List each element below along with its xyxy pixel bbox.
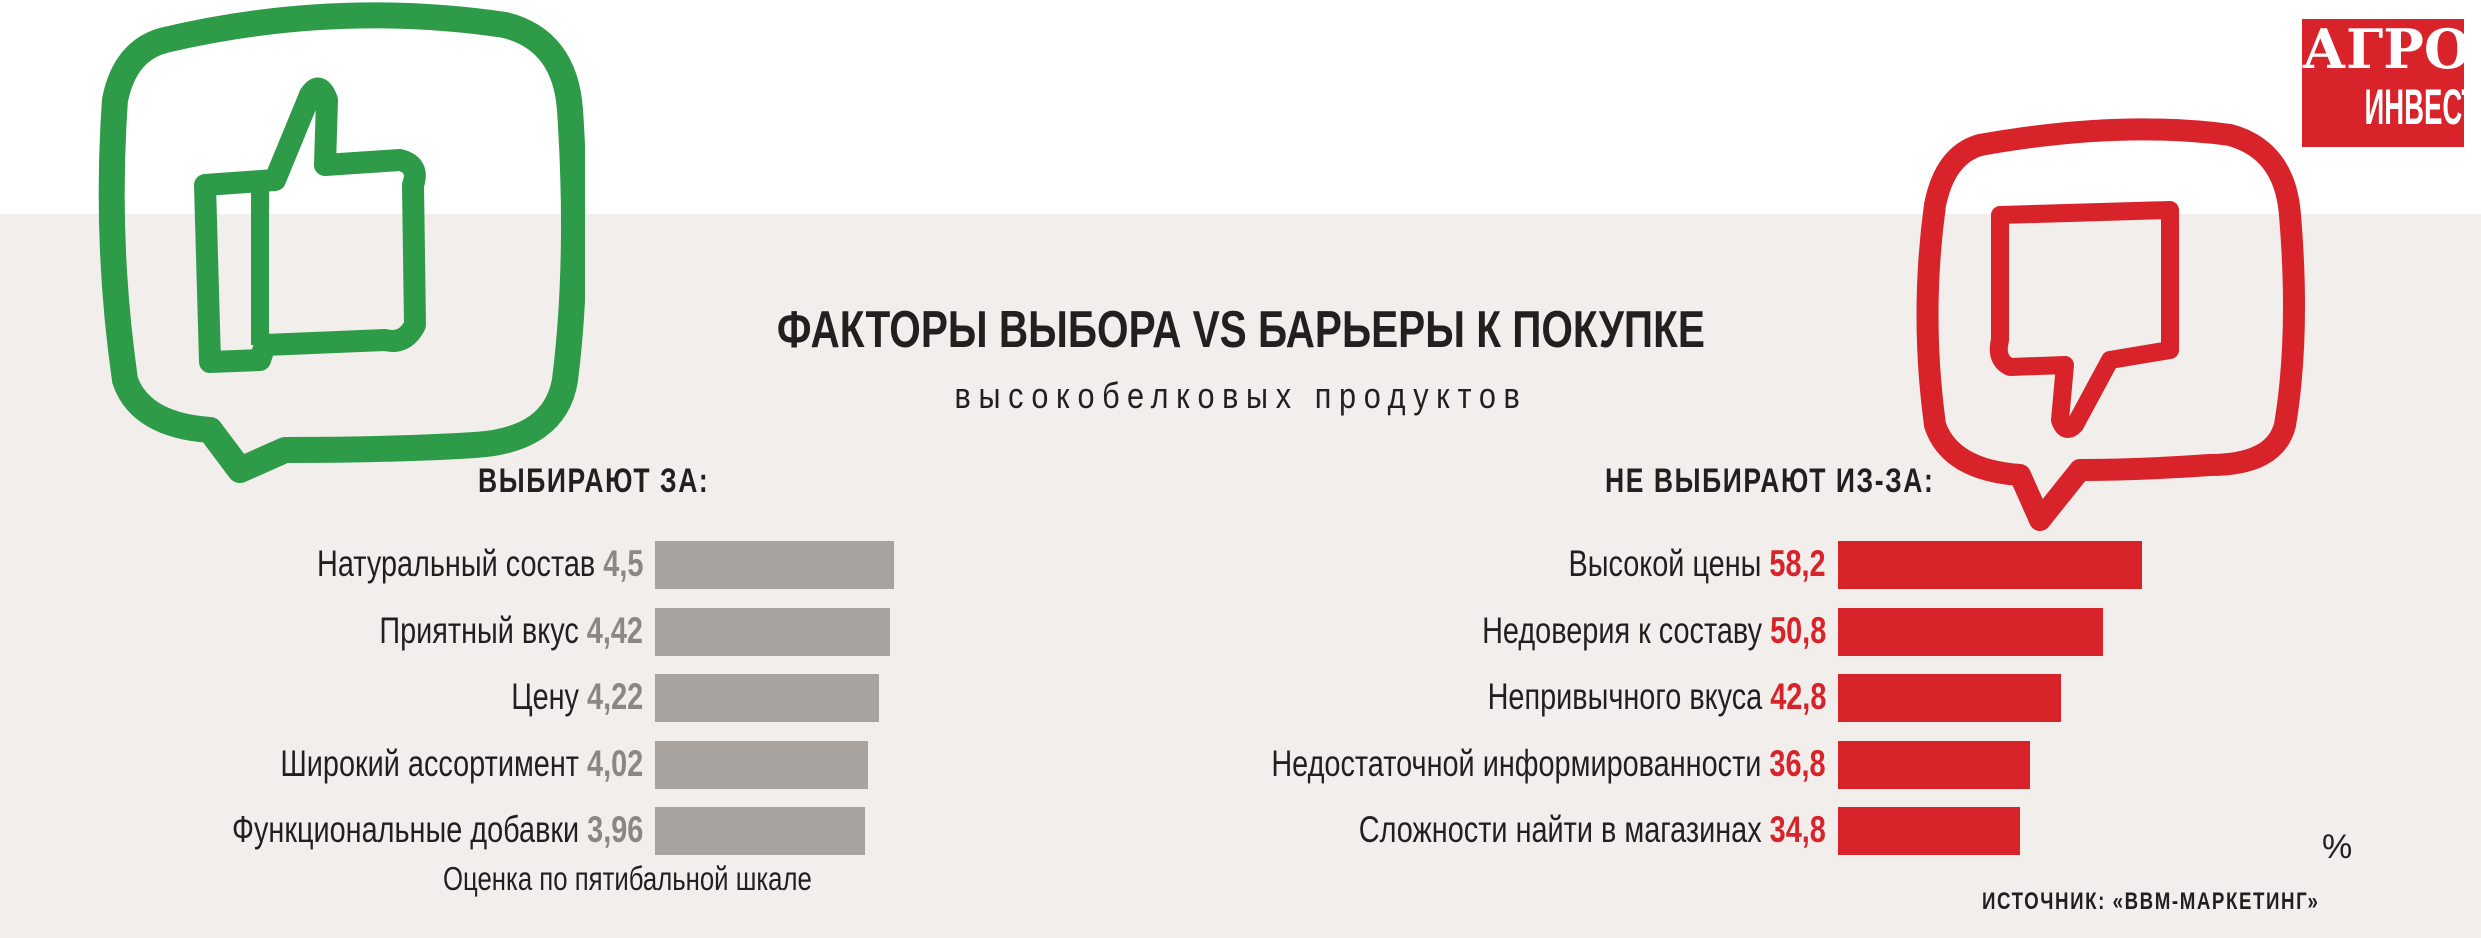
thumbs-up-bubble-icon <box>98 2 585 483</box>
category-label: Приятный вкус 4,42 <box>305 610 643 652</box>
value-label: 58,2 <box>1769 543 1826 584</box>
logo-line2-text: ИНВЕСТОР <box>2364 79 2481 135</box>
category-label: Широкий ассортимент 4,02 <box>178 743 643 785</box>
chart-subtitle-text: высокобелковых продуктов <box>954 375 1527 416</box>
category-label: Недоверия к составу 50,8 <box>1385 610 1826 652</box>
category-label: Натуральный состав 4,5 <box>225 543 643 585</box>
value-label: 42,8 <box>1769 676 1826 717</box>
category-name: Недоверия к составу <box>1481 609 1770 651</box>
category-name: Широкий ассортимент <box>280 742 587 784</box>
thumbs-down-bubble-icon <box>1916 118 2305 531</box>
category-name: Сложности найти в магазинах <box>1358 809 1770 850</box>
category-text: Широкий ассортимент 4,02 <box>280 743 643 785</box>
bar-row-label: Функциональные добавки 3,96 <box>0 807 643 855</box>
right-heading-text: НЕ ВЫБИРАЮТ ИЗ-ЗА: <box>1605 462 1935 500</box>
value-label: 4,5 <box>602 543 643 584</box>
right-heading: НЕ ВЫБИРАЮТ ИЗ-ЗА: <box>1605 462 2027 501</box>
source-note: ИСТОЧНИК: «BBM-МАРКЕТИНГ» <box>1982 888 2415 916</box>
category-text: Непривычного вкуса 42,8 <box>1487 676 1826 718</box>
category-name: Недостаточной информированности <box>1271 742 1770 784</box>
bar <box>1838 740 2031 789</box>
bar-row-label: Недоверия к составу 50,8 <box>0 608 1826 656</box>
bar-row-label: Приятный вкус 4,42 <box>0 608 643 656</box>
category-name: Цену <box>511 676 587 717</box>
bar-row-label: Сложности найти в магазинах 34,8 <box>0 807 1826 855</box>
logo-line2: ИНВЕСТОР <box>2302 79 2481 135</box>
category-label: Функциональные добавки 3,96 <box>116 809 643 851</box>
category-label: Высокой цены 58,2 <box>1496 543 1826 585</box>
bar-row-label: Цену 4,22 <box>0 674 643 722</box>
logo-line1: АГРО <box>2302 17 2471 81</box>
category-name: Непривычного вкуса <box>1487 676 1770 717</box>
bar-row-label: Широкий ассортимент 4,02 <box>0 741 643 789</box>
bar <box>655 740 869 789</box>
category-label: Сложности найти в магазинах 34,8 <box>1227 809 1826 851</box>
chart-title: ФАКТОРЫ ВЫБОРА VS БАРЬЕРЫ К ПОКУПКЕ <box>0 300 2481 360</box>
category-text: Недоверия к составу 50,8 <box>1482 610 1826 652</box>
category-name: Приятный вкус <box>379 609 587 651</box>
bar-row-label: Непривычного вкуса 42,8 <box>0 674 1826 722</box>
category-label: Цену 4,22 <box>474 676 643 718</box>
bar <box>1838 807 2020 855</box>
chart-title-text: ФАКТОРЫ ВЫБОРА VS БАРЬЕРЫ К ПОКУПКЕ <box>776 301 1705 359</box>
bar <box>1838 607 2104 656</box>
bar-row-label: Недостаточной информированности 36,8 <box>0 741 1826 789</box>
bar <box>655 674 880 722</box>
category-text: Сложности найти в магазинах 34,8 <box>1359 809 1826 851</box>
category-name: Функциональные добавки <box>231 809 587 850</box>
bar <box>1838 541 2142 589</box>
bar <box>1838 674 2062 722</box>
bar <box>655 541 894 589</box>
category-text: Недостаточной информированности 36,8 <box>1272 743 1826 785</box>
scale-note-text: Оценка по пятибальной шкале <box>443 860 812 897</box>
source-note-text: ИСТОЧНИК: «BBM-МАРКЕТИНГ» <box>1982 888 2320 915</box>
value-label: 4,22 <box>586 676 643 717</box>
category-text: Натуральный состав 4,5 <box>317 543 643 585</box>
category-name: Натуральный состав <box>316 543 603 584</box>
chart-subtitle: высокобелковых продуктов <box>0 375 2481 417</box>
category-text: Цену 4,22 <box>511 676 643 718</box>
bar <box>655 807 866 855</box>
value-label: 34,8 <box>1769 809 1826 850</box>
scale-note: Оценка по пятибальной шкале <box>443 860 916 898</box>
value-label: 4,02 <box>586 742 643 784</box>
value-label: 3,96 <box>586 809 643 850</box>
bar-row-label: Высокой цены 58,2 <box>0 541 1826 589</box>
agroinvestor-logo: АГРО ИНВЕСТОР <box>2302 17 2481 147</box>
left-heading-text: ВЫБИРАЮТ ЗА: <box>478 462 710 500</box>
value-label: 36,8 <box>1769 742 1826 784</box>
category-name: Высокой цены <box>1568 543 1770 584</box>
category-label: Недостаточной информированности 36,8 <box>1115 743 1826 785</box>
bar-row-label: Натуральный состав 4,5 <box>0 541 643 589</box>
category-text: Функциональные добавки 3,96 <box>232 809 643 851</box>
category-text: Приятный вкус 4,42 <box>379 610 643 652</box>
unit-label: % <box>2322 828 2353 866</box>
bar <box>655 607 890 656</box>
value-label: 4,42 <box>586 609 643 651</box>
left-heading: ВЫБИРАЮТ ЗА: <box>478 462 775 501</box>
value-label: 50,8 <box>1769 609 1826 651</box>
category-label: Непривычного вкуса 42,8 <box>1392 676 1826 718</box>
category-text: Высокой цены 58,2 <box>1569 543 1826 585</box>
